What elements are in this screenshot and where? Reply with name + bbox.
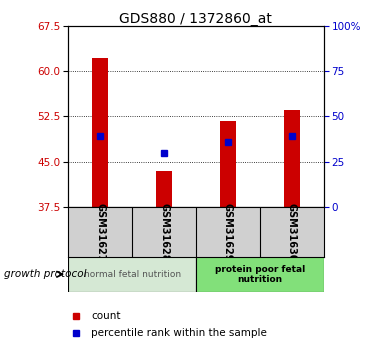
Text: normal fetal nutrition: normal fetal nutrition — [83, 270, 181, 279]
Bar — [92, 58, 108, 207]
Bar — [220, 121, 236, 207]
Text: protein poor fetal
nutrition: protein poor fetal nutrition — [215, 265, 305, 284]
Bar — [68, 257, 196, 292]
Text: GSM31629: GSM31629 — [223, 203, 233, 261]
Bar — [284, 110, 300, 207]
Text: GSM31627: GSM31627 — [95, 203, 105, 261]
Text: percentile rank within the sample: percentile rank within the sample — [91, 328, 267, 338]
Text: GSM31628: GSM31628 — [159, 203, 169, 261]
Bar — [156, 171, 172, 207]
Bar — [196, 257, 324, 292]
Text: GSM31630: GSM31630 — [287, 203, 297, 261]
Text: GDS880 / 1372860_at: GDS880 / 1372860_at — [119, 12, 271, 26]
Text: count: count — [91, 311, 121, 321]
Text: growth protocol: growth protocol — [4, 269, 87, 279]
